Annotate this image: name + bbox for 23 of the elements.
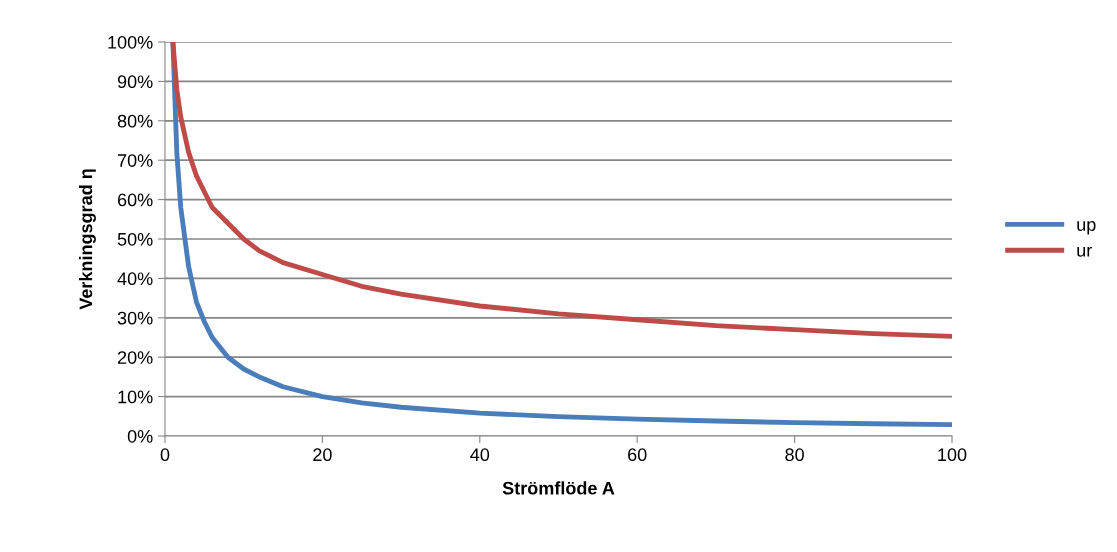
legend-label: up <box>1077 221 1096 235</box>
y-tick-label: 0% <box>127 429 153 443</box>
x-tick-label: 80 <box>785 448 804 462</box>
x-axis-title: Strömflöde A <box>502 481 615 495</box>
x-tick-label: 100 <box>938 448 967 462</box>
x-tick-label: 0 <box>160 448 170 462</box>
y-tick-label: 50% <box>117 232 153 246</box>
y-tick-label: 80% <box>117 114 153 128</box>
y-tick-label: 100% <box>108 35 153 49</box>
legend-label: ur <box>1077 246 1092 257</box>
y-tick-label: 40% <box>117 272 153 286</box>
y-axis-title: Verkningsgrad η <box>79 169 96 310</box>
x-tick-label: 40 <box>470 448 490 462</box>
y-tick-label: 10% <box>118 390 153 404</box>
y-tick-label: 20% <box>117 351 153 364</box>
y-tick-label: 70% <box>117 154 153 167</box>
line-series <box>170 42 952 339</box>
y-tick-label: 30% <box>117 311 153 325</box>
line-series <box>170 42 952 427</box>
x-tick-label: 60 <box>628 448 647 462</box>
y-tick-label: 90% <box>117 75 153 89</box>
y-tick-label: 60% <box>117 193 153 207</box>
x-tick-label: 20 <box>313 448 332 462</box>
